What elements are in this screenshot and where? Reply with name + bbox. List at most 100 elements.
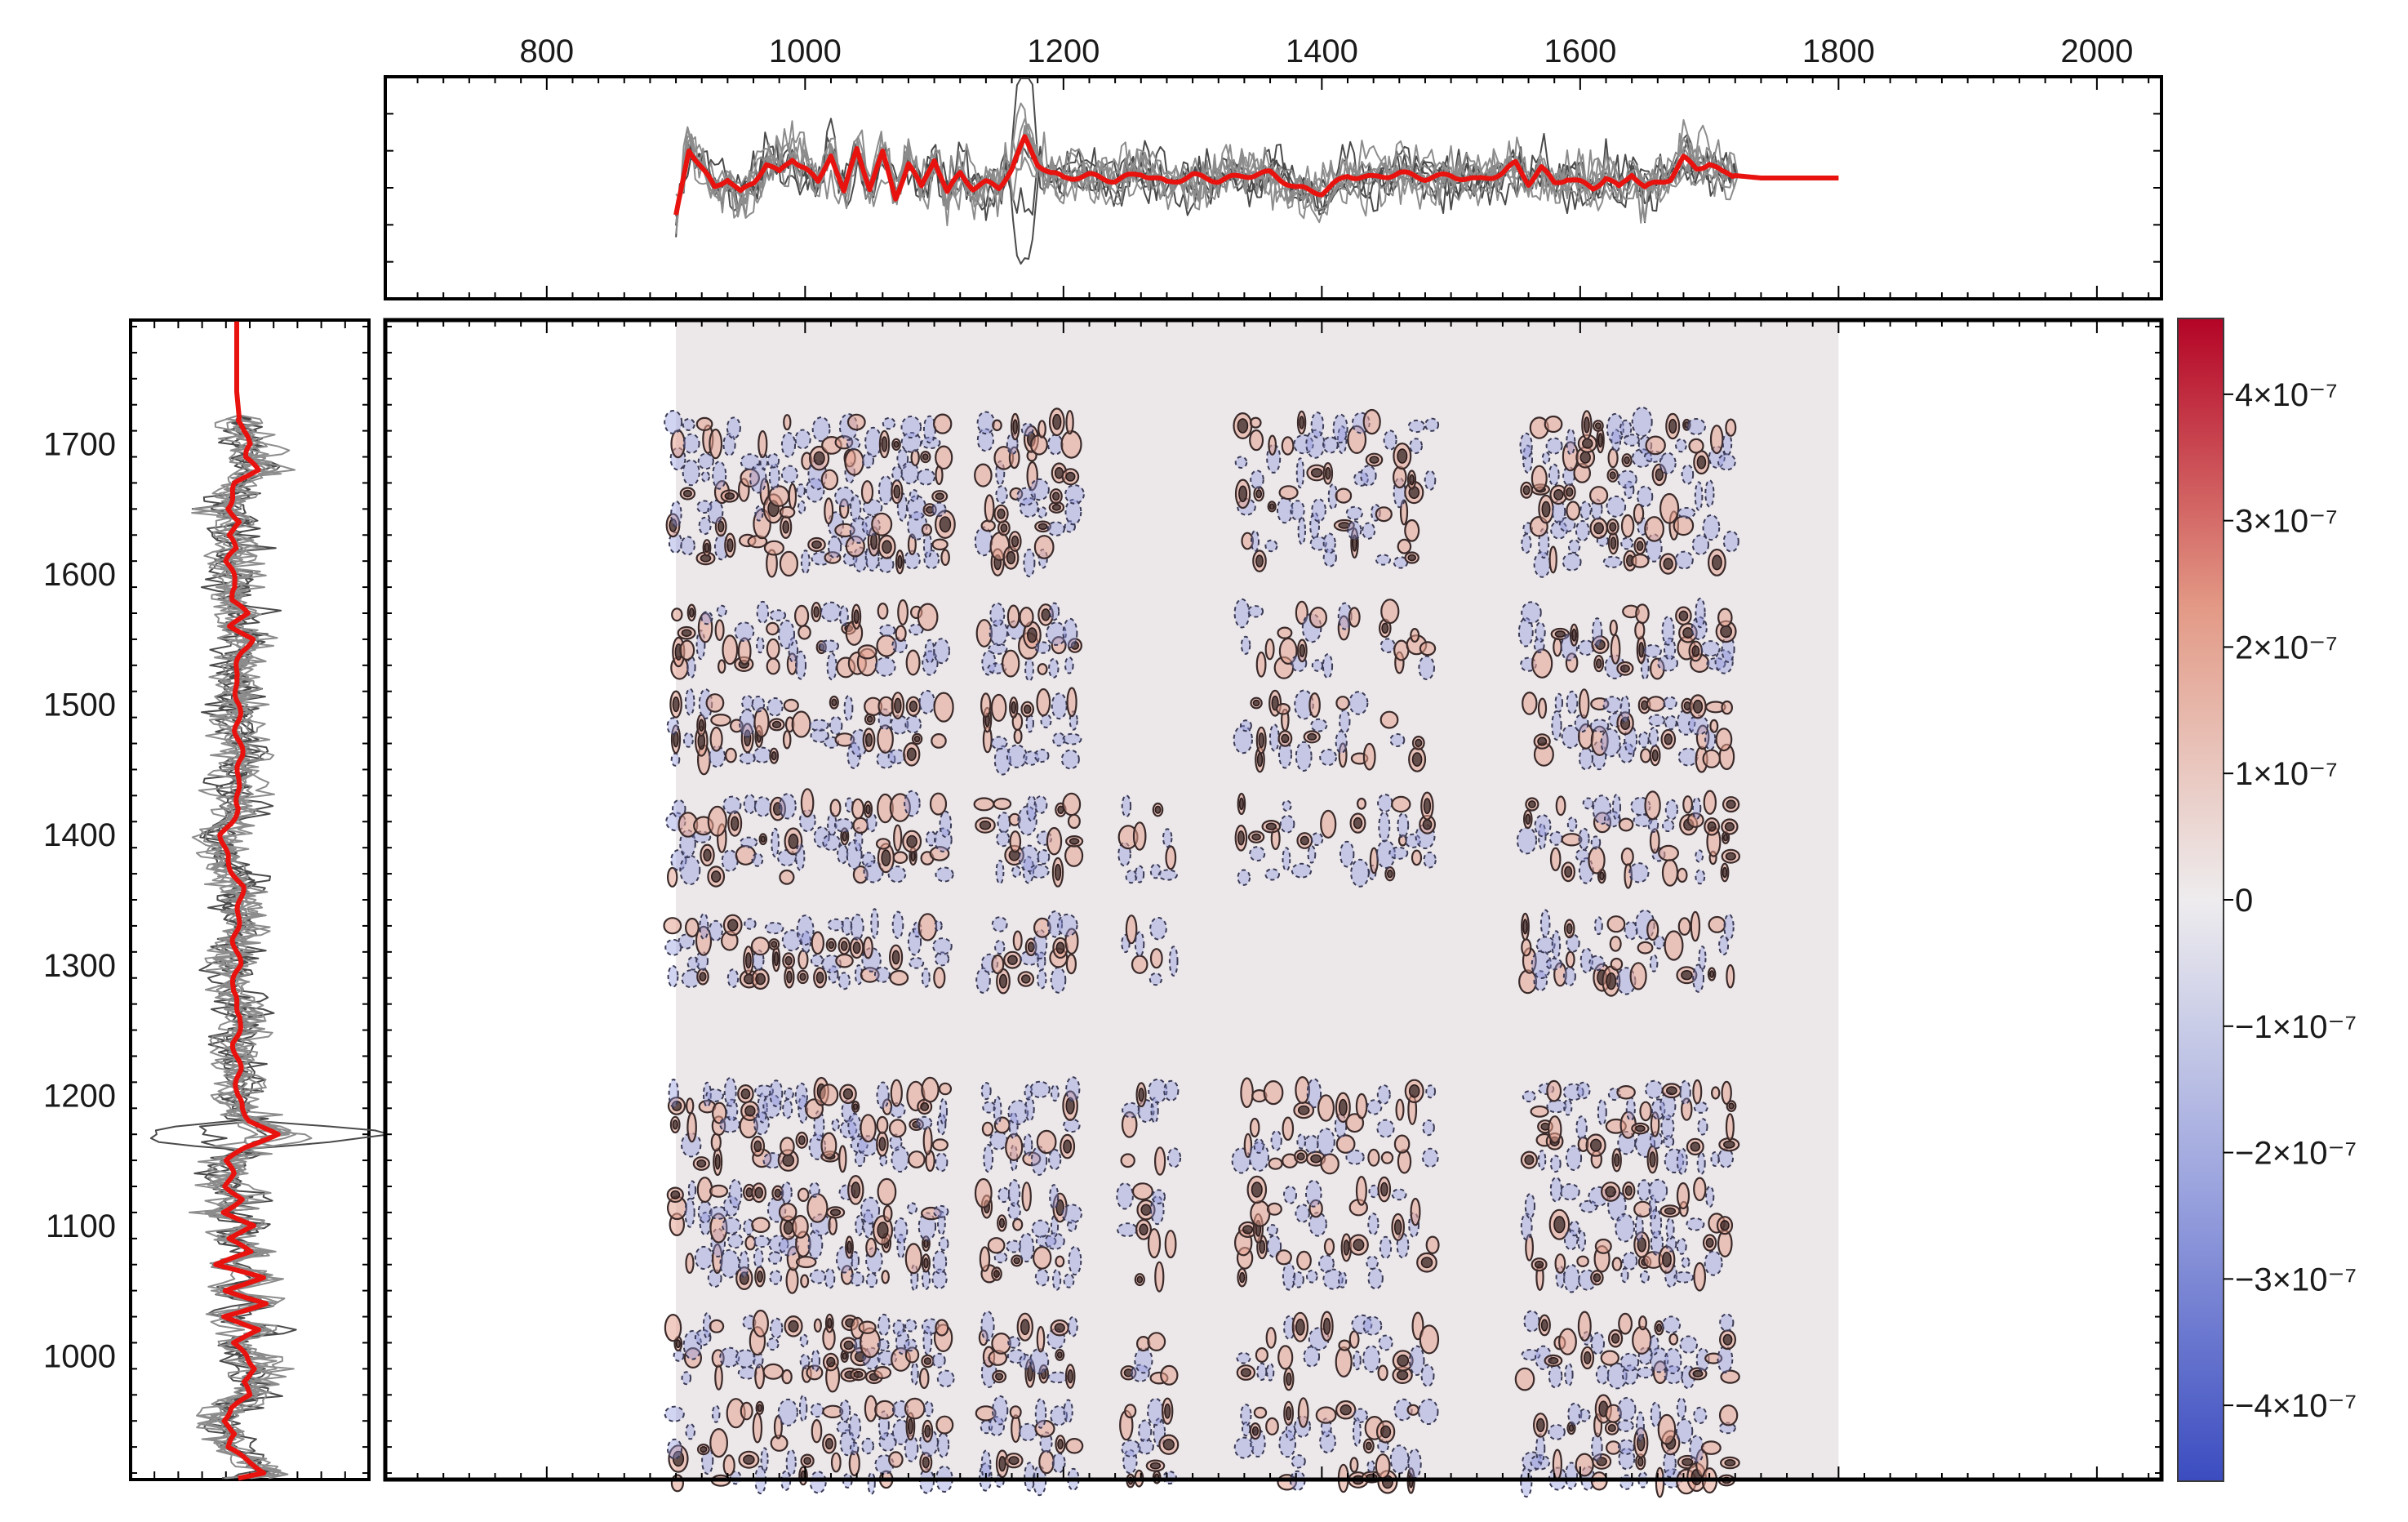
negative-contour <box>709 919 723 942</box>
negative-contour <box>1549 1177 1563 1203</box>
negative-contour <box>1636 1366 1655 1379</box>
positive-contour <box>920 1101 930 1111</box>
negative-contour <box>1138 1419 1153 1443</box>
negative-contour <box>1660 1114 1675 1141</box>
negative-contour <box>1050 1405 1068 1426</box>
positive-contour <box>926 505 934 514</box>
negative-contour <box>1718 935 1730 956</box>
negative-contour <box>922 650 939 676</box>
negative-contour <box>1130 1364 1150 1382</box>
left-spectrum-series <box>149 321 390 1481</box>
positive-contour <box>1335 1346 1353 1377</box>
negative-contour <box>800 550 811 575</box>
positive-contour <box>990 693 1007 723</box>
positive-contour <box>910 449 920 466</box>
negative-contour <box>778 619 795 650</box>
negative-contour <box>766 452 780 469</box>
positive-contour <box>1036 688 1051 717</box>
colorbar-tick-label: −3×10⁻⁷ <box>2235 1262 2357 1297</box>
positive-contour <box>1650 657 1665 680</box>
left-axis-ticks <box>131 320 369 1480</box>
positive-contour <box>1410 627 1420 643</box>
positive-contour <box>1610 536 1617 550</box>
negative-contour <box>932 937 953 955</box>
negative-contour <box>1026 794 1037 822</box>
positive-contour <box>1051 504 1061 511</box>
positive-contour <box>1310 468 1323 478</box>
positive-contour <box>895 625 907 643</box>
positive-contour <box>1397 448 1408 464</box>
positive-contour <box>795 1256 817 1269</box>
negative-contour <box>809 719 829 732</box>
positive-contour <box>1662 1251 1672 1268</box>
positive-contour <box>931 538 949 551</box>
negative-contour <box>922 532 933 559</box>
positive-contour <box>1677 917 1691 936</box>
positive-contour <box>1531 648 1553 679</box>
positive-contour <box>1420 1257 1433 1269</box>
negative-contour <box>1048 658 1060 679</box>
positive-contour <box>897 554 903 569</box>
positive-contour <box>1258 732 1264 749</box>
positive-contour <box>979 820 992 830</box>
positive-contour <box>754 1186 764 1199</box>
positive-contour <box>834 523 855 538</box>
positive-contour <box>906 747 917 762</box>
positive-contour <box>1238 1271 1246 1284</box>
negative-contour <box>876 750 896 769</box>
negative-contour <box>850 914 864 941</box>
positive-contour <box>1593 812 1612 834</box>
negative-contour <box>1662 1315 1682 1334</box>
positive-contour <box>1375 506 1393 523</box>
positive-contour <box>1153 1146 1166 1176</box>
positive-contour <box>1308 607 1328 629</box>
x-tick-label: 1200 <box>1027 33 1100 69</box>
positive-contour <box>1264 638 1275 661</box>
negative-contour <box>719 1346 740 1368</box>
positive-contour <box>1322 1317 1331 1335</box>
negative-contour <box>1579 746 1593 771</box>
positive-contour <box>1036 1129 1057 1155</box>
colorbar-tick-label: 0 <box>2235 883 2253 919</box>
negative-contour <box>1677 507 1696 519</box>
positive-contour <box>1724 1459 1736 1467</box>
colorbar-tick-label: 1×10⁻⁷ <box>2235 756 2338 792</box>
negative-contour <box>1062 732 1082 745</box>
positive-contour <box>1391 795 1411 813</box>
positive-contour <box>1240 1077 1254 1109</box>
positive-contour <box>827 1317 833 1329</box>
positive-contour <box>1558 1328 1577 1355</box>
negative-contour <box>707 499 724 524</box>
negative-contour <box>726 416 741 439</box>
negative-contour <box>1420 1364 1435 1387</box>
negative-contour <box>716 604 727 617</box>
negative-contour <box>1590 835 1602 850</box>
positive-contour <box>782 730 792 750</box>
positive-contour <box>1242 1225 1254 1235</box>
negative-contour <box>1362 1315 1383 1336</box>
positive-contour <box>1029 434 1048 456</box>
positive-contour <box>1251 833 1261 841</box>
negative-contour <box>991 916 1008 932</box>
positive-contour <box>1620 847 1634 866</box>
positive-contour <box>1395 1098 1405 1121</box>
negative-contour <box>996 830 1011 848</box>
negative-contour <box>678 933 695 950</box>
negative-contour <box>1350 858 1370 888</box>
negative-contour <box>1031 1219 1051 1239</box>
negative-contour <box>1024 1462 1036 1492</box>
positive-contour <box>870 532 878 550</box>
negative-contour <box>890 714 909 735</box>
positive-contour <box>1348 607 1361 628</box>
negative-contour <box>1619 419 1633 438</box>
negative-contour <box>1295 1204 1310 1223</box>
negative-contour <box>1305 1179 1322 1208</box>
negative-contour <box>1664 637 1677 661</box>
positive-contour <box>1263 1079 1284 1106</box>
negative-contour <box>1134 931 1145 957</box>
positive-contour <box>757 429 768 459</box>
negative-contour <box>989 602 1006 627</box>
positive-contour <box>1666 1086 1677 1096</box>
negative-contour <box>855 1215 864 1236</box>
positive-contour <box>1607 447 1619 469</box>
